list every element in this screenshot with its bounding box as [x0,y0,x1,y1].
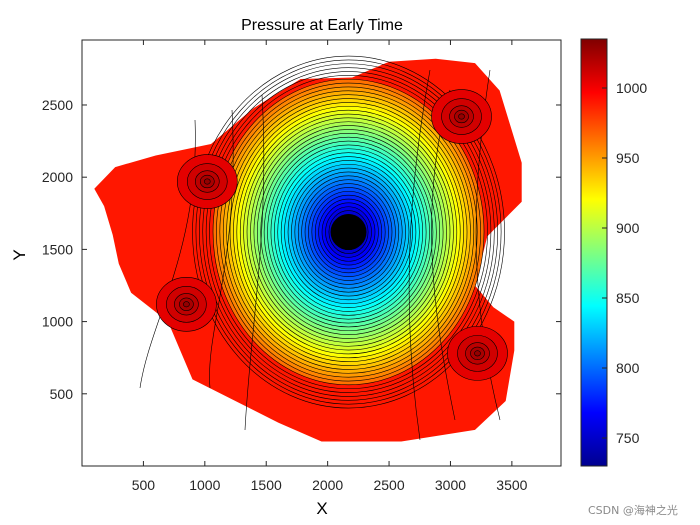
x-tick-label: 3500 [496,477,527,493]
contour-ring [209,75,488,390]
colorbar-tick-label: 1000 [616,80,647,96]
pressure-minimum-core [330,214,367,251]
source-contour-3 [474,350,481,357]
colorbar-tick-label: 850 [616,290,640,306]
x-tick-label: 2000 [312,477,343,493]
watermark: CSDN @海神之光 [588,503,678,517]
y-tick-label: 1500 [42,241,73,257]
source-contour-1 [458,113,465,120]
contour-line [209,109,234,389]
plot-frame [81,39,562,467]
x-tick-label: 3000 [435,477,466,493]
colorbar-tick-label: 800 [616,360,640,376]
contour-ring [195,59,502,405]
contour-line [244,94,265,431]
colorbar [580,38,608,467]
x-tick-label: 1000 [189,477,220,493]
x-axis-label: X [316,499,327,518]
x-tick-label: 2500 [373,477,404,493]
contour-ring [205,71,492,393]
x-tick-label: 500 [132,477,156,493]
y-tick-label: 2500 [42,97,73,113]
x-tick-label: 1500 [251,477,282,493]
colorbar-tick-label: 900 [616,220,640,236]
y-tick-label: 500 [50,386,74,402]
pressure-field [94,55,522,442]
colorbar-tick-label: 750 [616,430,640,446]
x-axis: 500 1000 1500 2000 2500 3000 3500 [132,40,528,493]
y-axis: 500 1000 1500 2000 2500 [42,97,561,402]
contour-ring [202,67,495,397]
contour-ring [199,63,499,401]
colorbar-tick-label: 950 [616,150,640,166]
y-tick-label: 1000 [42,314,73,330]
contour-line [408,69,431,441]
contour-ring [192,55,505,409]
y-tick-label: 2000 [42,169,73,185]
source-contour-2 [183,301,190,308]
source-contour-0 [203,178,211,185]
y-axis-label: Y [10,249,29,260]
chart-title: Pressure at Early Time [241,17,403,34]
colorbar-ticks: 750 800 850 900 950 1000 [602,80,647,446]
